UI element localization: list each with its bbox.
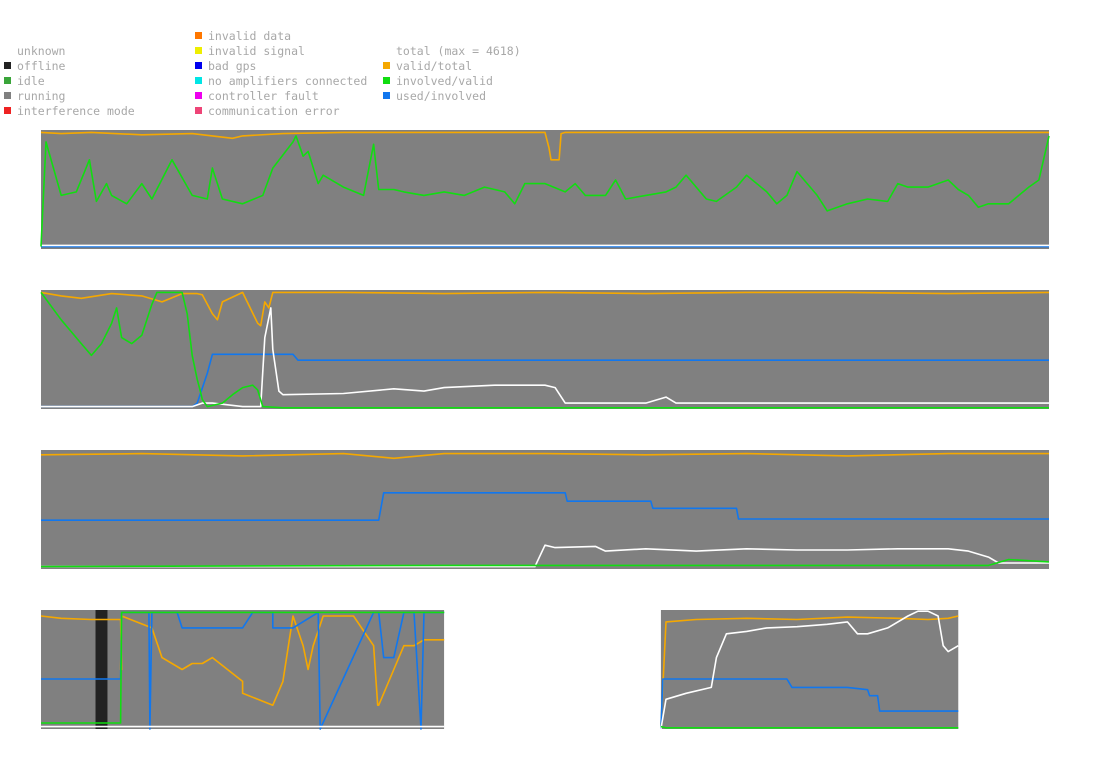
legend-swatch bbox=[195, 107, 202, 114]
legend-no-amplifiers-connected: no amplifiers connected bbox=[195, 74, 368, 89]
chart-panel-4 bbox=[40, 610, 959, 730]
legend-swatch bbox=[383, 92, 390, 99]
legend-swatch bbox=[4, 77, 11, 84]
legend-swatch bbox=[195, 47, 202, 54]
series-line-valid-total bbox=[40, 291, 1050, 327]
legend-controller-fault: controller fault bbox=[195, 89, 319, 104]
legend-interference-mode: interference mode bbox=[4, 104, 135, 119]
legend-label: idle bbox=[17, 74, 45, 88]
series-line-involved-valid bbox=[40, 558, 1050, 568]
legend-invalid-data: invalid data bbox=[195, 29, 292, 44]
legend-label: unknown bbox=[17, 44, 66, 58]
series-line-total bbox=[660, 610, 959, 730]
state-band-running bbox=[41, 610, 96, 729]
legend-involved-valid: involved/valid bbox=[383, 74, 493, 89]
legend-label: total (max = 4618) bbox=[396, 44, 521, 58]
series-line-valid-total bbox=[40, 452, 1049, 460]
legend-offline: offline bbox=[4, 59, 66, 74]
legend-swatch bbox=[4, 107, 11, 114]
legend-swatch bbox=[383, 77, 390, 84]
legend-swatch bbox=[195, 62, 202, 69]
series-line-total bbox=[41, 544, 1049, 568]
legend-communication-error: communication error bbox=[195, 104, 340, 119]
legend-label: bad gps bbox=[208, 59, 257, 73]
state-band-running bbox=[41, 290, 1049, 409]
legend-unknown: unknown bbox=[17, 44, 65, 59]
legend-label: invalid data bbox=[208, 29, 292, 43]
legend-swatch bbox=[4, 92, 11, 99]
state-band-running bbox=[107, 610, 445, 729]
legend-swatch bbox=[383, 62, 390, 69]
legend-label: interference mode bbox=[17, 104, 135, 118]
legend-label: running bbox=[17, 89, 66, 103]
series-line-total bbox=[41, 307, 1049, 408]
legend-swatch bbox=[4, 62, 11, 69]
legend-label: invalid signal bbox=[208, 44, 305, 58]
legend-running: running bbox=[4, 89, 66, 104]
state-band-offline bbox=[95, 610, 108, 729]
legend-swatch bbox=[195, 77, 202, 84]
legend-label: communication error bbox=[208, 104, 340, 118]
series-line-used-involved bbox=[660, 678, 959, 730]
legend-valid-total: valid/total bbox=[383, 59, 473, 74]
legend-label: involved/valid bbox=[396, 74, 493, 88]
legend-used-involved: used/involved bbox=[383, 89, 487, 104]
chart-panel-3 bbox=[40, 450, 1050, 569]
legend-label: used/involved bbox=[396, 89, 487, 103]
legend-bad-gps: bad gps bbox=[195, 59, 257, 74]
legend-idle: idle bbox=[4, 74, 45, 89]
state-band-running bbox=[41, 130, 1049, 249]
legend-invalid-signal: invalid signal bbox=[195, 44, 305, 59]
chart-panel-1 bbox=[40, 130, 1050, 249]
legend-label: controller fault bbox=[208, 89, 319, 103]
series-line-involved-valid bbox=[41, 611, 445, 724]
series-line-involved-valid bbox=[40, 291, 1049, 409]
series-line-used-involved bbox=[41, 491, 1049, 522]
series-line-involved-valid bbox=[40, 135, 1050, 247]
series-line-involved-valid bbox=[660, 725, 959, 729]
state-band-unknown bbox=[444, 610, 661, 729]
legend-swatch bbox=[195, 92, 202, 99]
legend-total: total (max = 4618) bbox=[396, 44, 521, 59]
legend-swatch bbox=[195, 32, 202, 39]
legend-label: offline bbox=[17, 59, 66, 73]
legend-label: no amplifiers connected bbox=[208, 74, 368, 88]
chart-panel-2 bbox=[40, 290, 1050, 409]
state-band-running bbox=[41, 450, 1049, 569]
legend-label: valid/total bbox=[396, 59, 473, 73]
series-line-valid-total bbox=[40, 131, 1049, 161]
state-band-running bbox=[660, 610, 959, 729]
